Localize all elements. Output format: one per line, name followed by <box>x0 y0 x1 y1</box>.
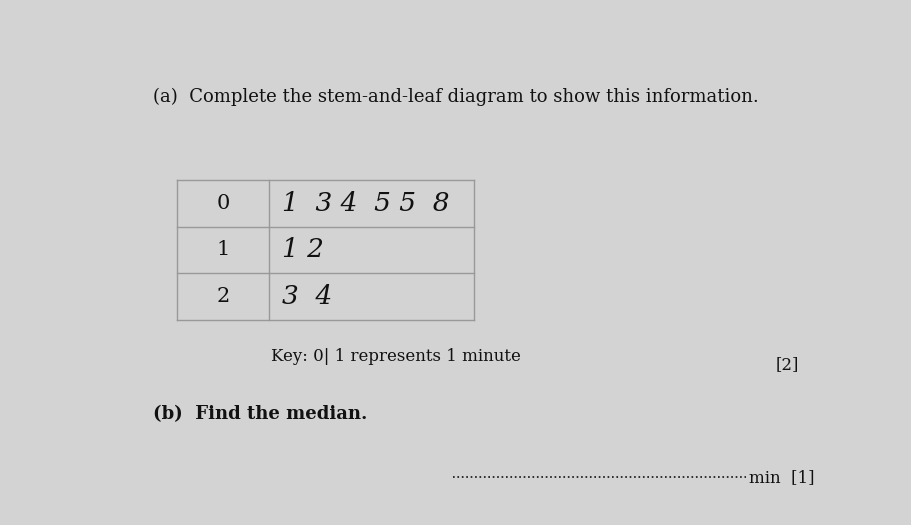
Text: (b)  Find the median.: (b) Find the median. <box>153 405 367 423</box>
Text: 2: 2 <box>217 287 230 306</box>
Text: 0: 0 <box>217 194 230 213</box>
Text: 1  3 4  5 5  8: 1 3 4 5 5 8 <box>281 191 449 216</box>
Text: 1: 1 <box>217 240 230 259</box>
Text: min  [1]: min [1] <box>749 469 814 486</box>
Text: [2]: [2] <box>775 356 799 373</box>
Text: 1 2: 1 2 <box>281 237 323 262</box>
Text: 3  4: 3 4 <box>281 284 333 309</box>
Text: (a)  Complete the stem-and-leaf diagram to show this information.: (a) Complete the stem-and-leaf diagram t… <box>153 87 759 106</box>
Text: Key: 0| 1 represents 1 minute: Key: 0| 1 represents 1 minute <box>271 348 521 365</box>
